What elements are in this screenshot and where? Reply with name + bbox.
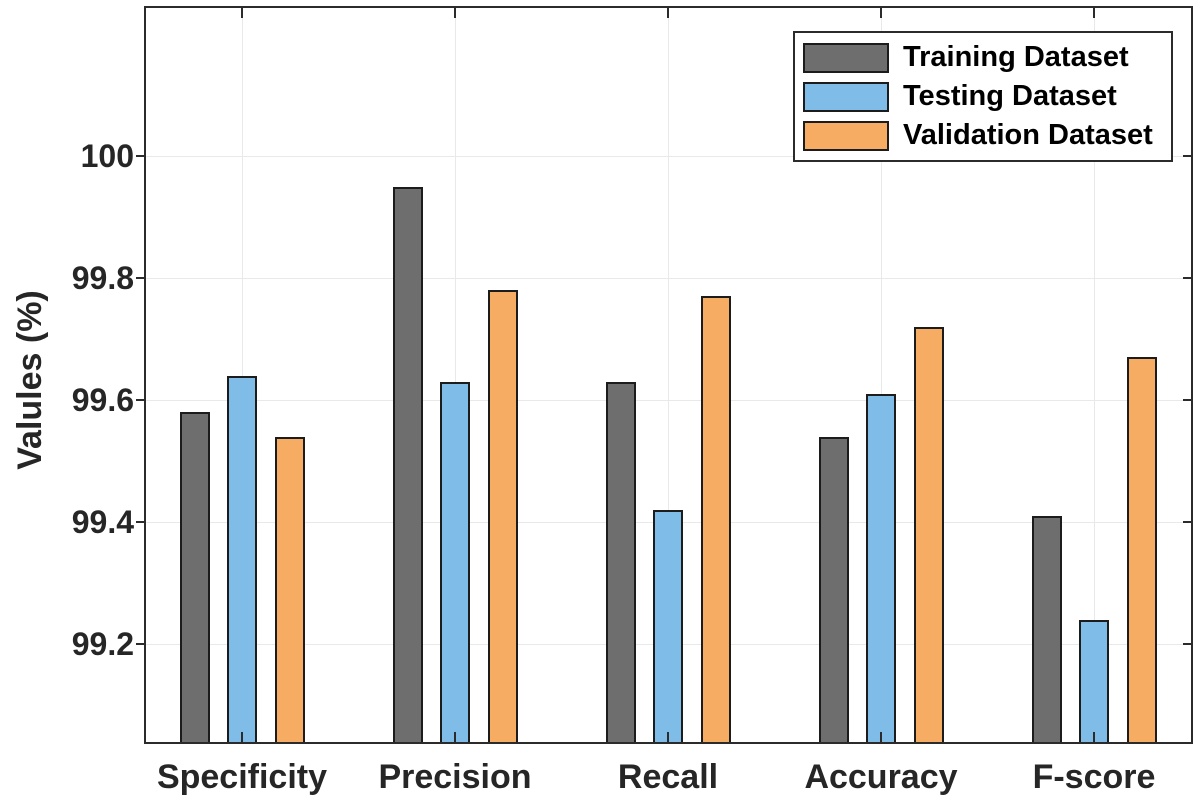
bar-training-accuracy [818, 436, 849, 742]
gridline-vertical [1094, 8, 1095, 742]
y-axis-tick [136, 155, 144, 157]
bar-validation-recall [700, 296, 731, 742]
x-tick-label: Accuracy [804, 758, 958, 796]
bar-training-recall [605, 381, 636, 742]
legend: Training Dataset Testing Dataset Validat… [793, 31, 1173, 162]
x-axis-tick [880, 732, 882, 742]
legend-label-testing: Testing Dataset [903, 80, 1117, 112]
bar-testing-precision [440, 381, 470, 742]
x-tick-label: Recall [617, 758, 719, 796]
legend-label-training: Training Dataset [903, 41, 1129, 73]
y-tick-label: 99.6 [71, 382, 134, 418]
legend-item-validation: Validation Dataset [795, 118, 1171, 154]
x-axis-tick [241, 732, 243, 742]
bar-validation-specificity [274, 436, 305, 742]
bar-training-precision [392, 186, 423, 742]
x-axis-tick [667, 732, 669, 742]
y-tick-label: 99.8 [71, 260, 134, 296]
gridline-vertical [455, 8, 456, 742]
y-axis-tick [136, 277, 144, 279]
y-axis-tick [136, 521, 144, 523]
x-axis-tick-mirror [880, 8, 882, 18]
bar-training-specificity [179, 412, 210, 742]
x-tick-label: Specificity [156, 758, 328, 796]
x-axis-tick-mirror [454, 8, 456, 18]
y-tick-label: 99.2 [71, 626, 134, 662]
x-axis-tick-mirror [1093, 8, 1095, 18]
y-axis-tick-mirror [1183, 399, 1191, 401]
y-axis-tick-mirror [1183, 521, 1191, 523]
x-axis-tick [454, 732, 456, 742]
gridline-vertical [668, 8, 669, 742]
bar-testing-accuracy [866, 393, 896, 742]
legend-swatch-testing-icon [803, 81, 889, 112]
bar-training-f-score [1031, 515, 1062, 742]
bar-testing-specificity [227, 375, 257, 742]
x-tick-label: F-score [1032, 758, 1156, 796]
y-axis-tick-mirror [1183, 277, 1191, 279]
legend-item-testing: Testing Dataset [795, 79, 1171, 115]
legend-swatch-validation-icon [803, 120, 889, 151]
x-tick-label: Precision [378, 758, 532, 796]
bar-testing-recall [653, 509, 683, 742]
gridline-vertical [881, 8, 882, 742]
x-axis-tick-mirror [241, 8, 243, 18]
bar-validation-f-score [1126, 357, 1157, 742]
y-axis-tick [136, 643, 144, 645]
x-axis-tick-mirror [667, 8, 669, 18]
y-axis-tick [136, 399, 144, 401]
y-axis-tick-mirror [1183, 155, 1191, 157]
y-tick-label: 99.4 [71, 504, 134, 540]
y-tick-label: 100 [80, 138, 134, 174]
legend-item-training: Training Dataset [795, 40, 1171, 76]
bar-testing-f-score [1079, 619, 1109, 742]
bar-validation-accuracy [913, 326, 944, 742]
y-axis-tick-mirror [1183, 643, 1191, 645]
legend-swatch-training-icon [803, 42, 889, 73]
gridline-vertical [242, 8, 243, 742]
bar-validation-precision [487, 290, 518, 742]
legend-label-validation: Validation Dataset [903, 119, 1153, 151]
x-axis-tick [1093, 732, 1095, 742]
